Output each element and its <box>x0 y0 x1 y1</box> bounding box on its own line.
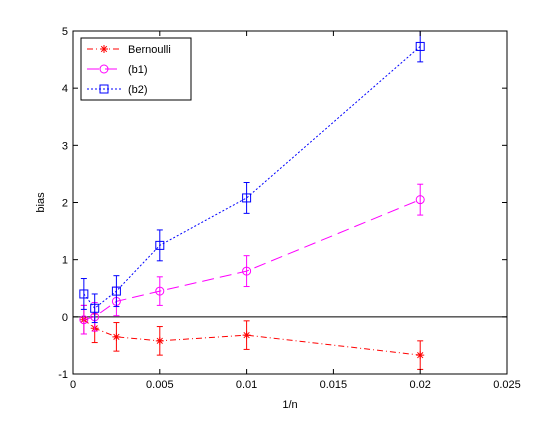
series-2 <box>79 30 425 324</box>
data-point <box>416 351 425 360</box>
data-point <box>155 336 164 345</box>
data-point <box>155 240 165 250</box>
legend-marker <box>99 64 109 74</box>
legend: Bernoulli (b1) (b2) <box>80 37 192 101</box>
x-tick-label: 0.01 <box>236 379 257 391</box>
legend-marker <box>100 45 108 53</box>
legend-marker <box>99 84 109 94</box>
data-point <box>155 286 165 296</box>
data-point <box>242 331 251 340</box>
legend-label: Bernoulli <box>128 44 171 56</box>
x-tick-label: 0 <box>70 379 76 391</box>
y-tick-label: 1 <box>62 255 68 267</box>
data-point <box>90 303 100 313</box>
y-tick-label: 5 <box>62 26 68 38</box>
series-1 <box>79 183 425 335</box>
data-point <box>112 332 121 341</box>
legend-entry-2: (b2) <box>87 84 148 96</box>
data-point <box>79 289 89 299</box>
x-axis-label: 1/n <box>282 399 297 411</box>
legend-entry-0: Bernoulli <box>87 44 171 56</box>
y-tick-label: 3 <box>62 140 68 152</box>
data-point <box>111 286 121 296</box>
data-point <box>242 193 252 203</box>
legend-entry-1: (b1) <box>87 64 148 76</box>
data-point <box>415 41 425 51</box>
x-tick-label: 0.025 <box>493 379 521 391</box>
data-point <box>79 315 89 325</box>
y-tick-label: 2 <box>62 198 68 210</box>
data-point <box>415 195 425 205</box>
series-line <box>83 319 421 356</box>
data-point <box>242 266 252 276</box>
y-tick-label: -1 <box>58 369 68 381</box>
series-line <box>83 46 421 309</box>
y-tick-label: 4 <box>62 83 68 95</box>
series-line <box>83 199 421 321</box>
series-0 <box>79 304 425 370</box>
y-axis-label: bias <box>35 192 47 213</box>
legend-box <box>80 37 192 101</box>
x-tick-label: 0.02 <box>409 379 430 391</box>
legend-label: (b2) <box>128 84 148 96</box>
y-tick-label: 0 <box>62 312 68 324</box>
x-tick-label: 0.015 <box>320 379 348 391</box>
x-tick-label: 0.005 <box>146 379 174 391</box>
legend-label: (b1) <box>128 64 148 76</box>
